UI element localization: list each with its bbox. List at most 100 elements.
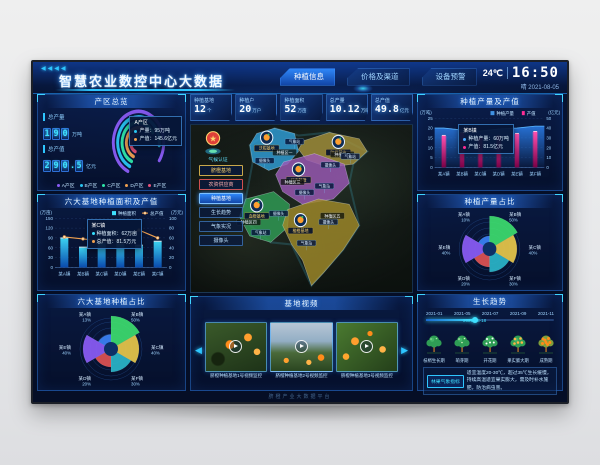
poi-marker-摄像头[interactable]: 摄像头 — [294, 189, 315, 200]
map-menu-脐橙基地[interactable]: 脐橙基地 — [199, 165, 243, 176]
weather-index-button[interactable]: 林果气象指标 — [427, 374, 464, 388]
pie-slice[interactable] — [110, 334, 140, 364]
area-series[interactable] — [434, 126, 545, 168]
stat-card: 种植基地 12个 — [190, 94, 233, 121]
bar[interactable] — [496, 135, 501, 168]
video-thumbnail[interactable] — [270, 321, 333, 372]
map-canvas[interactable]: 沃柑基地种植区一脐橙基地种植区二红肉脐橙种植区三血橙基地种植区四椪柑基地种植区五… — [191, 125, 412, 292]
map-menu-摄像头[interactable]: 摄像头 — [199, 235, 243, 246]
bar[interactable] — [514, 133, 519, 168]
poi-marker-摄像头[interactable]: 摄像头 — [318, 218, 339, 230]
legend-item[interactable]: A产区 — [56, 182, 75, 189]
video-card[interactable]: 脐橙种植基地2号视频监控 — [270, 321, 333, 379]
carousel-prev-icon[interactable]: ◀ — [195, 344, 202, 355]
svg-text:25: 25 — [428, 116, 433, 121]
header-arrows-icon: ◀◀◀◀ — [41, 66, 68, 72]
line-series[interactable] — [64, 229, 158, 242]
video-thumbnail[interactable] — [204, 321, 268, 372]
map-menu-气象实况[interactable]: 气象实况 — [199, 221, 243, 232]
stat-card: 种植户 20万户 — [235, 94, 278, 121]
poi-marker-摄像头[interactable]: 摄像头 — [255, 157, 275, 168]
pie-slice[interactable] — [489, 234, 518, 264]
overview-arc-chart[interactable] — [94, 109, 183, 179]
timeline-date: 2021-11 — [537, 311, 554, 316]
map-menu-种植基地[interactable]: 种植基地 — [199, 193, 243, 204]
video-card[interactable]: 脐橙种植基地3号视频监控 — [335, 321, 399, 379]
video-card[interactable]: 脐橙种植基地1号视频监控 — [204, 321, 268, 379]
svg-text:30: 30 — [48, 255, 53, 260]
pie-slice[interactable] — [489, 248, 510, 273]
poi-marker-摄像头[interactable]: 摄像头 — [268, 210, 289, 221]
timeline-date: 2021-01 — [426, 311, 443, 316]
pie-slice[interactable] — [82, 334, 112, 364]
timeline-track[interactable] — [426, 317, 554, 323]
legend-item[interactable]: C产区 — [102, 182, 120, 189]
bar[interactable] — [79, 247, 87, 268]
bar[interactable] — [533, 132, 538, 168]
play-icon[interactable] — [229, 339, 243, 353]
bar[interactable] — [97, 243, 106, 268]
climate-marker[interactable]: ★ 气候认证 — [201, 130, 235, 163]
bar[interactable] — [478, 137, 483, 168]
svg-text:10: 10 — [428, 145, 433, 150]
base-marker[interactable]: 椪柑基地 — [287, 213, 314, 235]
svg-text:种植区五: 种植区五 — [324, 212, 340, 218]
legend-item[interactable]: B产区 — [79, 182, 97, 189]
stage-label: 枝梢生长期 — [423, 358, 445, 363]
tab-设备预警[interactable]: 设备预警 — [421, 68, 477, 86]
bar[interactable] — [116, 244, 125, 268]
bar[interactable] — [441, 135, 446, 168]
poi-marker-摄像头[interactable]: 摄像头 — [320, 161, 341, 173]
poi-marker-气象站[interactable]: 气象站 — [340, 153, 360, 164]
pie-slice[interactable] — [110, 348, 132, 373]
carousel-next-icon[interactable]: ▶ — [401, 344, 409, 355]
area-bar-chart[interactable]: 25 50 20 40 15 30 10 20 5 10 0 0 (万吨) (亿元) 某A镇 某B镇 某C镇 某D… — [418, 108, 562, 190]
share-chart-body: 某B镇 50% 某C镇 40% 某F镇 30% 某D镇 20% 某E镇 40% 某A镇 13% — [38, 308, 185, 390]
legend-item[interactable]: E产区 — [148, 182, 166, 189]
play-icon[interactable] — [359, 339, 373, 353]
growth-tip-text: 适宜温度20-30℃，超过35℃生长缓慢，持续高温适宜果实膨大，需及时补水施肥，… — [466, 371, 552, 391]
map-panel[interactable]: 沃柑基地种植区一脐橙基地种植区二红肉脐橙种植区三血橙基地种植区四椪柑基地种植区五… — [190, 124, 413, 293]
stat-unit: 亿元 — [399, 108, 409, 113]
map-menu-农资供应商[interactable]: 农资供应商 — [199, 179, 243, 190]
play-icon[interactable] — [294, 339, 308, 353]
bar[interactable] — [60, 238, 69, 268]
svg-text:某A镇: 某A镇 — [438, 171, 450, 178]
map-region-5[interactable] — [282, 198, 360, 287]
pie-slice[interactable] — [462, 234, 490, 264]
base-marker[interactable]: 血橙基地 — [244, 198, 270, 220]
bar-line-chart[interactable]: 150 100120 8090 6060 4030 200 0(万亩) (万元)某A镇 某B镇某… — [38, 208, 185, 290]
panel-area-chart: 六大基地种植面积及产值 150 100 120 80 90 60 60 40 30 20 0 0 (万亩… — [37, 194, 186, 291]
poi-marker-气象站[interactable]: 气象站 — [296, 239, 317, 251]
tab-价格及渠道[interactable]: 价格及渠道 — [347, 68, 410, 86]
metric-value: 1 9 0 万吨 — [43, 128, 83, 140]
tree-icon — [454, 335, 470, 354]
svg-text:某B镇: 某B镇 — [509, 211, 521, 218]
pie-slice[interactable] — [110, 315, 140, 350]
bar[interactable] — [153, 241, 162, 268]
region-label: 种植区五 — [320, 212, 345, 220]
slider-thumb[interactable] — [471, 317, 478, 323]
tab-种植信息[interactable]: 种植信息 — [280, 68, 335, 86]
svg-text:40%: 40% — [529, 250, 538, 255]
svg-text:20: 20 — [428, 126, 433, 131]
bar[interactable] — [135, 245, 143, 268]
stat-cards-row: 种植基地 12个 种植户 20万户 种植面积 52万亩 总产量 10.12万吨 总产值 49.8亿… — [190, 94, 414, 121]
chart-legend[interactable]: A产区 B产区 C产区 D产区 E产区 — [38, 182, 185, 189]
poi-marker-气象站[interactable]: 气象站 — [314, 182, 335, 194]
svg-text:40: 40 — [169, 245, 174, 250]
poi-marker-气象站[interactable]: 气象站 — [284, 138, 305, 149]
svg-text:0: 0 — [546, 165, 549, 170]
pie-slice[interactable] — [489, 215, 518, 250]
video-thumbnail[interactable] — [335, 321, 399, 372]
map-menu-生长趋势[interactable]: 生长趋势 — [199, 207, 243, 218]
bar[interactable] — [460, 133, 465, 168]
poi-marker-气象站[interactable]: 气象站 — [251, 229, 271, 240]
svg-text:某F镇: 某F镇 — [509, 275, 521, 282]
svg-text:沃柑基地: 沃柑基地 — [259, 145, 275, 151]
legend-item[interactable]: D产区 — [125, 182, 143, 189]
slider-value: 2021-08-18 — [463, 318, 487, 323]
svg-text:0: 0 — [430, 165, 433, 170]
